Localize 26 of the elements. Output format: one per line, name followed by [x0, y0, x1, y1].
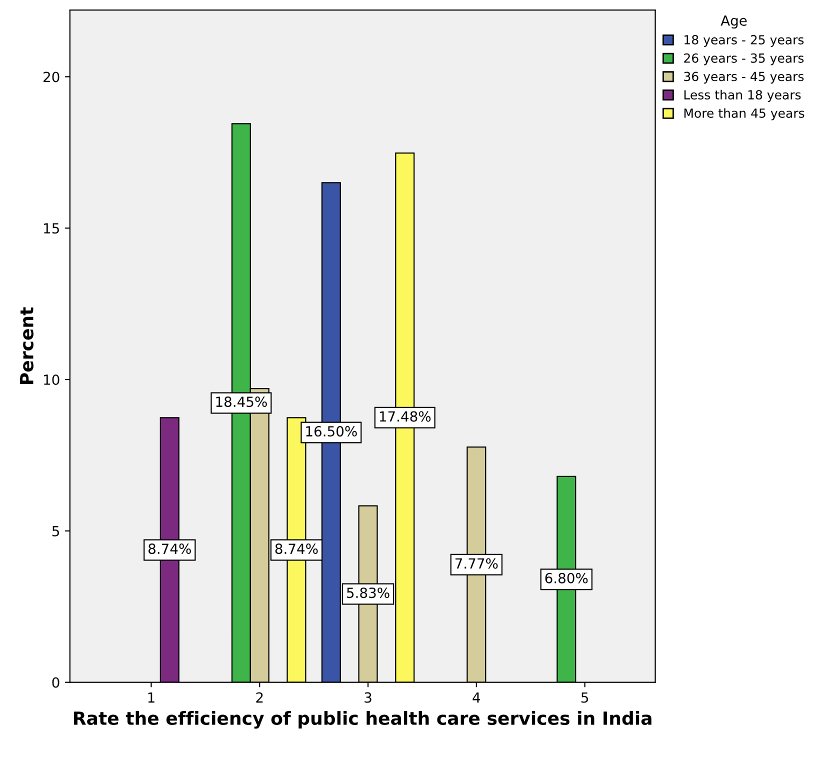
legend-label: Less than 18 years: [684, 90, 801, 102]
y-tick-label: 15: [44, 223, 59, 234]
data-label: 6.80%: [545, 572, 588, 584]
x-tick-label: 1: [148, 692, 154, 703]
data-label: 16.50%: [306, 426, 357, 437]
legend-label: 26 years - 35 years: [684, 53, 804, 66]
data-label: 17.48%: [380, 411, 431, 422]
data-label: 5.83%: [347, 588, 390, 598]
x-tick-label: 2: [256, 692, 263, 703]
data-label: 7.77%: [455, 558, 498, 569]
y-axis-title: Percent: [20, 307, 34, 384]
x-tick-label: 5: [581, 692, 588, 703]
legend-label: More than 45 years: [684, 108, 804, 120]
x-axis-title: Rate the efficiency of public health care services in India: [74, 711, 652, 729]
legend-label: 18 years - 25 years: [684, 35, 804, 47]
y-tick-label: 5: [52, 526, 59, 536]
y-tick-label: 10: [44, 374, 60, 385]
data-label: 8.74%: [275, 544, 318, 554]
y-tick-label: 20: [44, 72, 60, 82]
data-label: 8.74%: [148, 544, 191, 554]
legend-label: 36 years - 45 years: [684, 72, 804, 84]
legend-title: Age: [720, 16, 747, 29]
data-label: 18.45%: [216, 396, 267, 408]
x-tick-label: 3: [364, 692, 372, 703]
y-tick-label: 0: [52, 677, 60, 688]
x-tick-label: 4: [472, 692, 480, 703]
